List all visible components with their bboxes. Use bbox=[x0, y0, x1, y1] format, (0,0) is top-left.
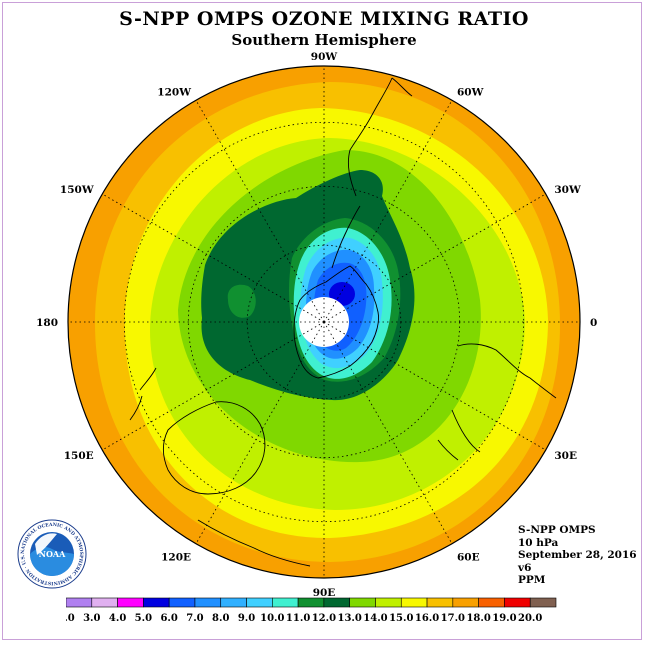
colorbar-swatch bbox=[91, 597, 118, 608]
longitude-label: 150E bbox=[64, 450, 94, 462]
info-pressure: 10 hPa bbox=[518, 536, 559, 549]
colorbar-tick-label: 2.0 bbox=[66, 613, 75, 624]
longitude-label: 120W bbox=[157, 87, 191, 99]
coastline-africa bbox=[457, 343, 557, 399]
colorbar-swatch bbox=[400, 597, 428, 608]
colorbar-swatch bbox=[246, 597, 273, 608]
colorbar: 2.0 3.0 4.0 5.0 6.0 7.0 8.0 9.0 10.011.012.013.0… bbox=[66, 597, 557, 624]
map-title: S-NPP OMPS OZONE MIXING RATIO bbox=[119, 8, 529, 30]
field-med-green bbox=[227, 284, 256, 318]
colorbar-swatch bbox=[143, 597, 170, 608]
coastline-australia bbox=[163, 401, 266, 495]
logo-text: NOAA bbox=[39, 549, 66, 559]
longitude-label: 30W bbox=[554, 184, 581, 196]
colorbar-tick-label: 11.0 bbox=[286, 613, 310, 624]
colorbar-swatch bbox=[194, 597, 222, 608]
colorbar-tick-label: 8.0 bbox=[212, 613, 229, 624]
graticule bbox=[68, 66, 580, 578]
coastline-africa-south bbox=[437, 409, 481, 461]
longitude-label: 0 bbox=[590, 317, 597, 329]
longitude-labels: 90W 60W 30W 0 30E 60E 90E 120E 150E 180 150W 120W bbox=[36, 51, 597, 599]
colorbar-swatch bbox=[375, 597, 402, 608]
colorbar-swatch bbox=[452, 597, 479, 608]
colorbar-boxes bbox=[66, 597, 557, 608]
colorbar-swatch bbox=[66, 597, 93, 608]
coastline-antarctica bbox=[293, 265, 379, 379]
colorbar-tick-label: 17.0 bbox=[441, 613, 465, 624]
colorbar-swatch bbox=[323, 597, 350, 608]
figure-frame bbox=[2, 2, 642, 640]
longitude-label: 120E bbox=[161, 551, 191, 563]
longitude-label: 90E bbox=[313, 587, 336, 599]
longitude-label: 60E bbox=[457, 551, 480, 563]
info-units: PPM bbox=[518, 574, 546, 586]
colorbar-tick-label: 6.0 bbox=[160, 613, 177, 624]
colorbar-tick-label: 5.0 bbox=[135, 613, 152, 624]
info-date: September 28, 2016 bbox=[518, 549, 637, 561]
coastline-new-zealand bbox=[129, 367, 157, 421]
noaa-logo-icon: NATIONAL OCEANIC AND ATMOSPHERIC ADMINIS… bbox=[17, 519, 87, 589]
colorbar-swatch bbox=[117, 597, 144, 608]
longitude-label: 180 bbox=[36, 317, 58, 329]
colorbar-swatch bbox=[426, 597, 454, 608]
colorbar-swatch bbox=[220, 597, 247, 608]
colorbar-labels: 2.0 3.0 4.0 5.0 6.0 7.0 8.0 9.0 10.011.012.013.0… bbox=[66, 613, 542, 624]
colorbar-tick-label: 12.0 bbox=[312, 613, 336, 624]
longitude-label: 30E bbox=[554, 450, 577, 462]
colorbar-tick-label: 7.0 bbox=[186, 613, 203, 624]
colorbar-tick-label: 15.0 bbox=[389, 613, 413, 624]
map-subtitle: Southern Hemisphere bbox=[231, 31, 417, 49]
colorbar-swatch bbox=[272, 597, 299, 608]
latitude-circle bbox=[123, 121, 525, 523]
colorbar-swatch bbox=[297, 597, 325, 608]
map-boundary bbox=[67, 65, 581, 579]
coastline-antarctic-peninsula bbox=[331, 205, 361, 269]
info-instrument: S-NPP OMPS bbox=[518, 524, 596, 536]
colorbar-tick-label: 20.0 bbox=[518, 613, 542, 624]
ozone-field bbox=[68, 66, 580, 578]
colorbar-swatch bbox=[504, 597, 531, 608]
coastline-southeast-asia bbox=[197, 519, 311, 567]
colorbar-tick-label: 14.0 bbox=[363, 613, 387, 624]
colorbar-tick-label: 3.0 bbox=[83, 613, 100, 624]
info-block: S-NPP OMPS 10 hPa September 28, 2016 v6 … bbox=[518, 524, 637, 587]
colorbar-swatch bbox=[478, 597, 505, 608]
longitude-label: 90W bbox=[311, 51, 338, 63]
colorbar-swatch bbox=[168, 597, 196, 608]
colorbar-tick-label: 13.0 bbox=[338, 613, 362, 624]
longitude-label: 150W bbox=[60, 184, 94, 196]
colorbar-tick-label: 16.0 bbox=[415, 613, 439, 624]
colorbar-tick-label: 4.0 bbox=[109, 613, 126, 624]
longitude-label: 60W bbox=[457, 87, 484, 99]
colorbar-swatch bbox=[529, 597, 557, 608]
colorbar-tick-label: 18.0 bbox=[466, 613, 490, 624]
colorbar-tick-label: 19.0 bbox=[492, 613, 516, 624]
coastline-south-america bbox=[347, 77, 413, 197]
colorbar-swatch bbox=[349, 597, 376, 608]
colorbar-tick-label: 10.0 bbox=[260, 613, 284, 624]
info-version: v6 bbox=[518, 561, 532, 574]
coastlines bbox=[129, 77, 557, 567]
colorbar-tick-label: 9.0 bbox=[238, 613, 255, 624]
